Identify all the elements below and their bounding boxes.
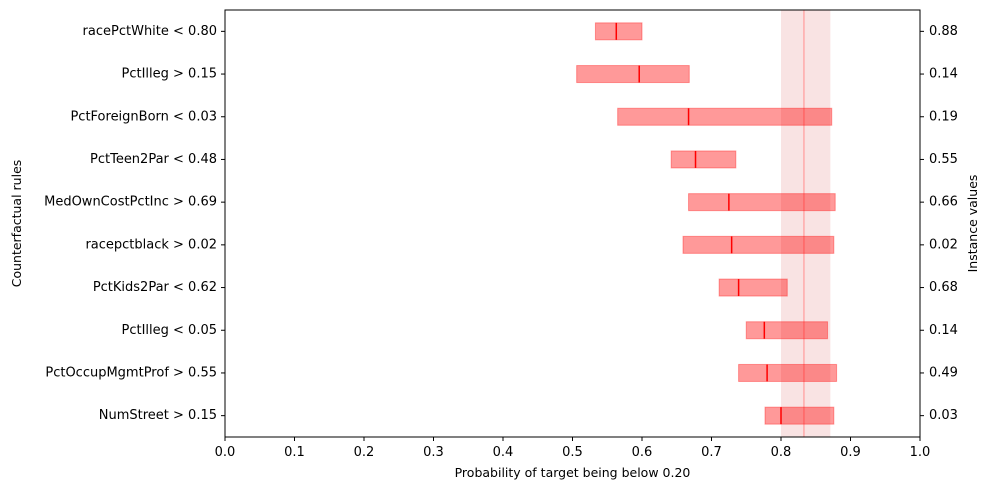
instance-value-label: 0.03 bbox=[929, 408, 958, 423]
instance-value-label: 0.19 bbox=[929, 109, 958, 124]
instance-value-label: 0.55 bbox=[929, 152, 958, 167]
interval-bar bbox=[764, 406, 835, 425]
instance-value-label: 0.68 bbox=[929, 280, 958, 295]
interval-bar bbox=[745, 321, 829, 340]
left-y-axis-label: Counterfactual rules bbox=[9, 160, 24, 288]
rule-label: NumStreet > 0.15 bbox=[99, 408, 217, 423]
rule-label: racepctblack > 0.02 bbox=[85, 237, 217, 252]
rule-label: racePctWhite < 0.80 bbox=[83, 24, 217, 39]
rule-label: PctTeen2Par < 0.48 bbox=[90, 152, 217, 167]
interval-bar bbox=[594, 22, 643, 41]
interval-bar bbox=[738, 363, 838, 382]
rule-label: PctOccupMgmtProf > 0.55 bbox=[45, 365, 217, 380]
interval-bar bbox=[576, 65, 690, 84]
x-tick-label: 1.0 bbox=[910, 445, 931, 460]
x-axis-label: Probability of target being below 0.20 bbox=[455, 465, 691, 480]
interval-bars-layer bbox=[576, 22, 838, 425]
interval-bar bbox=[670, 150, 737, 169]
rule-label: PctKids2Par < 0.62 bbox=[93, 280, 217, 295]
reference-band-layer bbox=[781, 10, 831, 437]
rule-label: MedOwnCostPctInc > 0.69 bbox=[44, 195, 217, 210]
x-tick-label: 0.5 bbox=[562, 445, 583, 460]
x-tick-label: 0.2 bbox=[354, 445, 375, 460]
x-tick-label: 0.3 bbox=[423, 445, 444, 460]
rule-label: PctIlleg > 0.15 bbox=[122, 67, 218, 82]
instance-value-label: 0.02 bbox=[929, 237, 958, 252]
interval-bar bbox=[718, 278, 788, 297]
interval-bar bbox=[617, 107, 833, 126]
x-tick-label: 0.8 bbox=[771, 445, 792, 460]
x-tick-label: 0.6 bbox=[632, 445, 653, 460]
right-y-axis-label: Instance values bbox=[965, 175, 980, 273]
x-tick-label: 0.1 bbox=[284, 445, 305, 460]
interval-bar bbox=[682, 235, 835, 254]
rule-label: PctIlleg < 0.05 bbox=[122, 323, 218, 338]
instance-value-label: 0.14 bbox=[929, 323, 958, 338]
instance-value-label: 0.14 bbox=[929, 67, 958, 82]
reference-band bbox=[781, 10, 831, 437]
instance-value-label: 0.49 bbox=[929, 365, 958, 380]
x-tick-label: 0.9 bbox=[840, 445, 861, 460]
x-tick-label: 0.7 bbox=[701, 445, 722, 460]
interval-bar bbox=[688, 193, 836, 212]
x-tick-label: 0.0 bbox=[215, 445, 236, 460]
rule-label: PctForeignBorn < 0.03 bbox=[70, 109, 217, 124]
y-axis-ticks: racePctWhite < 0.80 0.88 PctIlleg > 0.15 0.… bbox=[44, 24, 958, 423]
x-axis-ticks: 0.0 0.1 0.2 0.3 0.4 0.5 0.6 0.7 0.8 0.9 1.0 bbox=[215, 437, 931, 460]
x-tick-label: 0.4 bbox=[493, 445, 514, 460]
instance-value-label: 0.88 bbox=[929, 24, 958, 39]
instance-value-label: 0.66 bbox=[929, 195, 958, 210]
